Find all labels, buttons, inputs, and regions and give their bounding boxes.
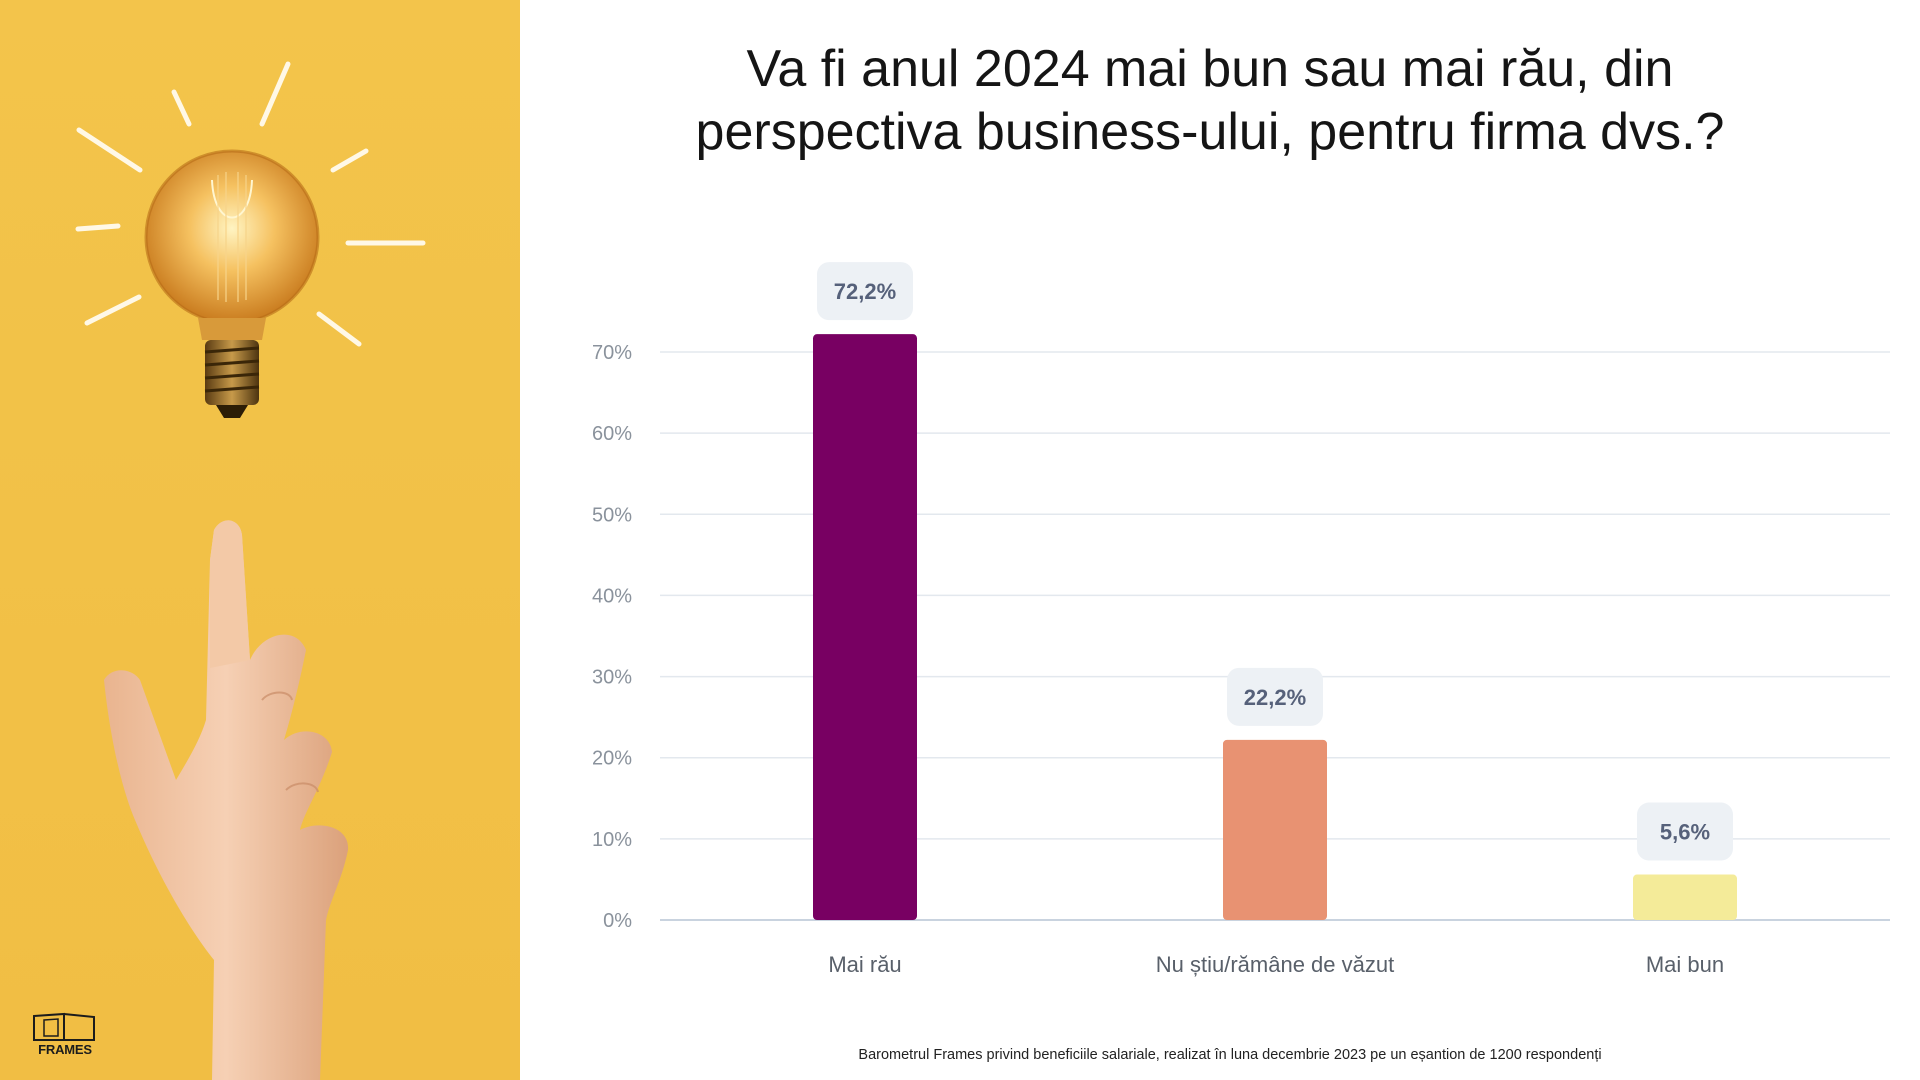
frames-logo-icon bbox=[33, 1012, 95, 1041]
data-label-background bbox=[1227, 667, 1323, 726]
title-line-1: Va fi anul 2024 mai bun sau mai rău, din bbox=[746, 40, 1674, 98]
y-tick-label: 10% bbox=[592, 829, 632, 851]
pointing-hand-icon bbox=[104, 520, 349, 1080]
y-tick-label: 40% bbox=[592, 585, 632, 607]
frames-logo: FRAMES bbox=[28, 1012, 102, 1062]
data-label: 5,6% bbox=[1660, 820, 1710, 845]
bar bbox=[1223, 739, 1327, 920]
x-tick-label: Mai rău bbox=[828, 952, 901, 977]
light-bulb-hand-illustration bbox=[75, 61, 426, 1080]
y-tick-label: 70% bbox=[592, 342, 632, 364]
y-tick-label: 30% bbox=[592, 667, 632, 689]
data-label: 72,2% bbox=[834, 279, 896, 304]
x-tick-label: Mai bun bbox=[1646, 952, 1724, 977]
data-label: 22,2% bbox=[1244, 685, 1306, 710]
bar bbox=[813, 334, 917, 920]
x-tick-label: Nu știu/rămâne de văzut bbox=[1156, 952, 1394, 977]
y-tick-label: 20% bbox=[592, 748, 632, 770]
bar bbox=[1633, 874, 1737, 920]
y-tick-label: 50% bbox=[592, 504, 632, 526]
left-photo-panel: FRAMES bbox=[0, 0, 520, 1080]
data-label-background bbox=[1637, 802, 1733, 861]
light-rays-icon bbox=[75, 61, 426, 347]
data-label-background bbox=[817, 262, 913, 321]
title-line-2: perspectiva business-ului, pentru firma … bbox=[695, 103, 1725, 161]
source-note: Barometrul Frames privind beneficiile sa… bbox=[858, 1047, 1602, 1063]
y-tick-label: 0% bbox=[603, 910, 632, 932]
page-title: Va fi anul 2024 mai bun sau mai rău, din… bbox=[560, 38, 1860, 164]
y-tick-label: 60% bbox=[592, 423, 632, 445]
logo-text: FRAMES bbox=[38, 1042, 92, 1057]
light-bulb-icon bbox=[144, 149, 320, 418]
